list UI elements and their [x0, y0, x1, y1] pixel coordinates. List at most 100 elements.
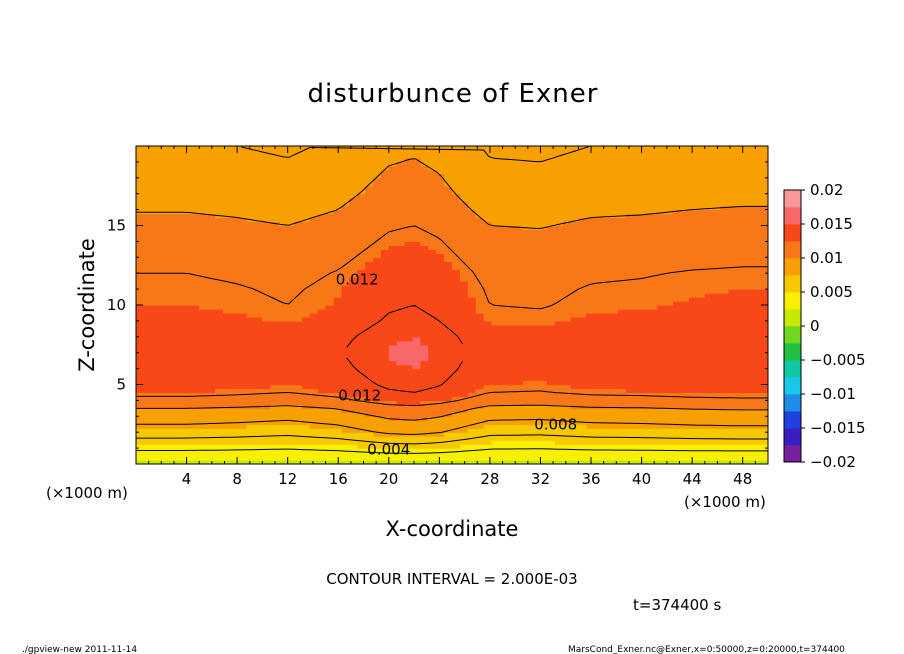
heatmap-cell	[270, 209, 279, 215]
heatmap-cell	[317, 249, 327, 254]
heatmap-cell	[143, 440, 153, 445]
heatmap-cell	[412, 261, 421, 266]
heatmap-cell	[380, 348, 390, 354]
heatmap-cell	[325, 360, 335, 366]
heatmap-cell	[562, 400, 572, 405]
heatmap-cell	[301, 408, 311, 413]
heatmap-cell	[452, 181, 461, 187]
heatmap-cell	[349, 400, 358, 405]
heatmap-cell	[610, 249, 619, 254]
heatmap-cell	[254, 229, 263, 235]
heatmap-cell	[365, 344, 374, 350]
heatmap-cell	[570, 237, 579, 242]
heatmap-cell	[459, 189, 469, 195]
heatmap-cell	[262, 344, 271, 350]
heatmap-cell	[207, 173, 216, 179]
heatmap-cell	[294, 392, 303, 398]
heatmap-cell	[523, 221, 532, 227]
heatmap-cell	[317, 312, 327, 318]
heatmap-cell	[349, 293, 358, 298]
heatmap-cell	[373, 205, 382, 211]
heatmap-cell	[570, 308, 579, 314]
heatmap-cell	[167, 197, 177, 203]
heatmap-cell	[507, 444, 516, 449]
heatmap-cell	[294, 157, 303, 163]
heatmap-cell	[412, 213, 421, 219]
heatmap-cell	[357, 404, 366, 409]
heatmap-cell	[594, 161, 603, 167]
heatmap-cell	[151, 197, 161, 203]
heatmap-cell	[428, 396, 437, 401]
heatmap-cell	[215, 408, 224, 413]
heatmap-cell	[341, 356, 350, 362]
heatmap-cell	[246, 285, 256, 290]
heatmap-cell	[586, 261, 595, 266]
heatmap-cell	[222, 424, 232, 429]
heatmap-cell	[365, 261, 374, 266]
heatmap-cell	[254, 301, 263, 306]
heatmap-cell	[475, 205, 485, 211]
heatmap-cell	[380, 436, 390, 441]
heatmap-cell	[254, 281, 263, 286]
heatmap-cell	[230, 396, 240, 401]
heatmap-cell	[483, 324, 493, 330]
heatmap-cell	[278, 432, 287, 437]
heatmap-cell	[301, 181, 311, 187]
heatmap-cell	[515, 285, 524, 290]
heatmap-cell	[159, 305, 169, 310]
heatmap-cell	[554, 213, 564, 219]
heatmap-cell	[507, 324, 516, 330]
heatmap-cell	[483, 368, 493, 374]
heatmap-cell	[483, 257, 493, 262]
heatmap-cell	[538, 436, 548, 441]
heatmap-cell	[246, 348, 256, 354]
heatmap-cell	[151, 316, 161, 322]
heatmap-cell	[191, 316, 200, 322]
heatmap-cell	[278, 173, 287, 179]
heatmap-cell	[365, 273, 374, 278]
heatmap-cell	[554, 241, 564, 246]
heatmap-cell	[207, 432, 216, 437]
heatmap-cell	[167, 368, 177, 374]
heatmap-cell	[420, 460, 429, 464]
heatmap-cell	[222, 237, 232, 242]
heatmap-cell	[586, 308, 595, 314]
heatmap-cell	[491, 416, 500, 421]
heatmap-cell	[396, 249, 406, 254]
heatmap-cell	[301, 360, 311, 366]
heatmap-cell	[278, 420, 287, 425]
heatmap-cell	[143, 169, 153, 175]
heatmap-cell	[262, 432, 271, 437]
heatmap-cell	[207, 281, 216, 286]
heatmap-cell	[586, 336, 595, 342]
heatmap-cell	[136, 181, 145, 187]
heatmap-cell	[294, 448, 303, 453]
heatmap-cell	[388, 356, 398, 362]
heatmap-cell	[333, 440, 342, 445]
heatmap-cell	[436, 336, 445, 342]
heatmap-cell	[357, 193, 366, 199]
heatmap-cell	[491, 229, 500, 235]
heatmap-cell	[357, 456, 366, 461]
heatmap-cell	[143, 177, 153, 183]
heatmap-cell	[420, 293, 429, 298]
heatmap-cell	[349, 221, 358, 227]
heatmap-cell	[444, 352, 453, 358]
heatmap-cell	[570, 456, 579, 461]
heatmap-cell	[546, 253, 556, 258]
heatmap-cell	[444, 301, 453, 306]
heatmap-cell	[301, 380, 311, 386]
heatmap-cell	[175, 301, 184, 306]
heatmap-cell	[341, 197, 350, 203]
heatmap-cell	[388, 261, 398, 266]
heatmap-cell	[365, 301, 374, 306]
heatmap-cell	[380, 412, 390, 417]
heatmap-cell	[215, 265, 224, 270]
heatmap-cell	[301, 384, 311, 390]
heatmap-cell	[562, 368, 572, 374]
heatmap-cell	[301, 460, 311, 464]
heatmap-cell	[380, 380, 390, 386]
heatmap-cell	[467, 149, 477, 155]
heatmap-cell	[388, 253, 398, 258]
heatmap-cell	[436, 233, 445, 239]
